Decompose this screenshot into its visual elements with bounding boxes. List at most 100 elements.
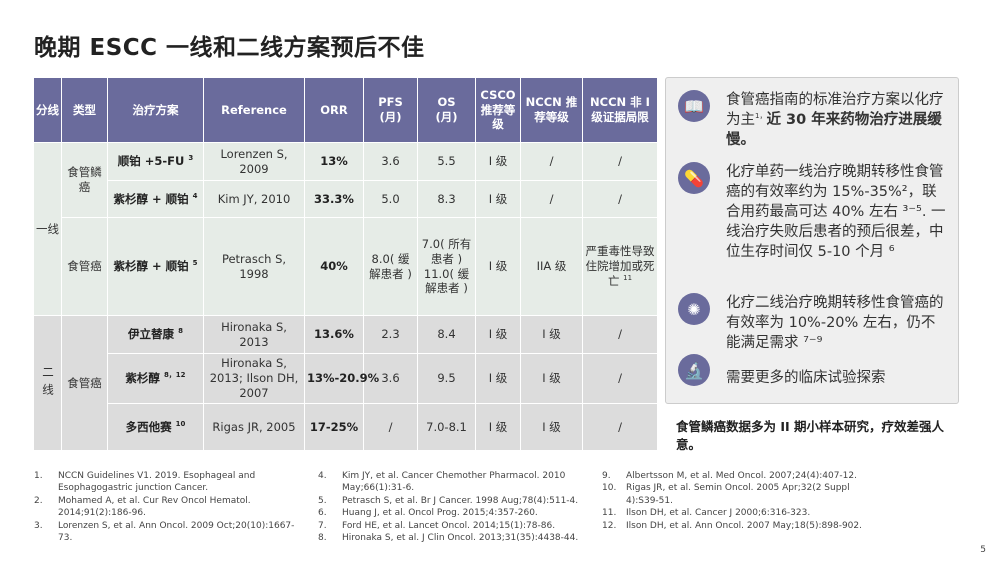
orr-cell: 33.3% [304, 180, 364, 218]
page-number: 5 [980, 545, 986, 555]
summary-text: 化疗二线治疗晚期转移性食管癌的有效率为 10%-20% 左右，仍不能满足需求 ⁷… [726, 295, 944, 351]
summary-item: 🔬 需要更多的临床试验探索 [678, 354, 948, 388]
nccn-cell: IIA 级 [520, 217, 583, 316]
table-row: 一线 食管鳞癌 顺铂 +5-FU 3 Lorenzen S, 2009 13% 3.6 5.… [33, 142, 658, 316]
regimen-name: 伊立替康 [128, 327, 175, 342]
orr-cell: 40% [304, 217, 364, 316]
csco-cell: I 级 [475, 403, 521, 451]
reference-text: Ilson DH, et al. Ann Oncol. 2007 May;18(… [626, 520, 862, 531]
reference-text: Kim JY, et al. Cancer Chemother Pharmaco… [342, 471, 566, 494]
reference-text: NCCN Guidelines V1. 2019. Esophageal and… [58, 471, 256, 494]
reference-number: 9. [602, 471, 611, 481]
regimen-name: 紫杉醇 [125, 371, 160, 386]
reference-text: Albertsson M, et al. Med Oncol. 2007;24(… [626, 471, 857, 481]
os-cell: 9.5 [417, 353, 476, 404]
regimen-cell: 紫杉醇 + 顺铂 4 [107, 180, 204, 218]
summary-text: 化疗单药一线治疗晚期转移性食管癌的有效率约为 15%-35%²，联合用药最高可达… [726, 164, 946, 260]
reference-number: 11. [602, 508, 617, 519]
regimen-name: 紫杉醇 + 顺铂 [113, 191, 189, 206]
header-cell: NCCN 非 I 级证据局限 [582, 77, 658, 143]
limitation-cell: 严重毒性导致住院增加或死亡 11 [582, 217, 658, 316]
limitation-text: 严重毒性导致住院增加或死亡 [585, 244, 655, 288]
citation-sup: 11 [623, 274, 633, 283]
reference-number: 7. [318, 520, 327, 531]
os-cell: 5.5 [417, 142, 476, 181]
reference-text: Hironaka S, et al. J Clin Oncol. 2013;31… [342, 533, 579, 544]
reference-text: Ilson DH, et al. Cancer J 2000;6:316-323… [626, 508, 811, 519]
nccn-cell: / [520, 142, 583, 181]
reference-item: 5. Petrasch S, et al. Br J Cancer. 1998 A… [318, 495, 588, 507]
nccn-cell: I 级 [520, 315, 583, 354]
type-cell: 食管鳞癌 [61, 142, 108, 218]
os-cell: 8.3 [417, 180, 476, 218]
reference-cell: Rigas JR, 2005 [203, 403, 305, 451]
reference-text: Petrasch S, et al. Br J Cancer. 1998 Aug… [342, 495, 579, 506]
summary-item: ✺ 化疗二线治疗晚期转移性食管癌的有效率为 10%-20% 左右，仍不能满足需求… [678, 293, 948, 353]
os-cell: 8.4 [417, 315, 476, 354]
os-cell: 7.0( 所有患者 ) 11.0( 缓解患者 ) [417, 217, 476, 316]
header-cell: ORR [304, 77, 364, 143]
csco-cell: I 级 [475, 217, 521, 316]
table-row: 紫杉醇 + 顺铂 4 Kim JY, 2010 33.3% 5.0 8.3 I 级 / / [34, 180, 658, 218]
reference-text: Lorenzen S, et al. Ann Oncol. 2009 Oct;2… [58, 520, 295, 544]
reference-cell: Hironaka S, 2013; Ilson DH, 2007 [203, 353, 305, 404]
note-text: 食管鳞癌数据多为 II 期小样本研究，疗效差强人意。 [676, 419, 945, 452]
reference-item: 2. Mohamed A, et al. Cur Rev Oncol Hemato… [34, 495, 304, 520]
csco-cell: I 级 [475, 180, 521, 218]
pfs-cell: / [363, 403, 418, 451]
nccn-cell: I 级 [520, 353, 583, 404]
summary-text: 需要更多的临床试验探索 [726, 370, 886, 386]
summary-item: 📖 食管癌指南的标准治疗方案以化疗为主1，近 30 年来药物治疗进展缓慢。 [678, 90, 948, 150]
reference-cell: Lorenzen S, 2009 [203, 142, 305, 181]
pills-icon: 💊 [678, 162, 710, 194]
reference-number: 12. [602, 520, 617, 531]
line-cell: 一线 [33, 142, 62, 316]
reference-cell: Petrasch S, 1998 [203, 217, 305, 316]
regimen-name: 紫杉醇 + 顺铂 [113, 259, 189, 274]
os-cell: 7.0-8.1 [417, 403, 476, 451]
reference-item: 4. Kim JY, et al. Cancer Chemother Pharma… [318, 470, 588, 495]
limitation-cell: / [582, 142, 658, 181]
table-row: 紫杉醇 8，12 Hironaka S, 2013; Ilson DH, 2007… [34, 353, 658, 404]
book-icon: 📖 [678, 90, 710, 122]
limitation-cell: / [582, 403, 658, 451]
reference-item: 11. Ilson DH, et al. Cancer J 2000;6:316-… [602, 507, 872, 519]
regimen-cell: 紫杉醇 + 顺铂 5 [107, 217, 204, 316]
citation-sup: 10 [175, 419, 186, 428]
header-cell: 治疗方案 [107, 77, 204, 143]
reference-item: 10. Rigas JR, et al. Semin Oncol. 2005 Ap… [602, 482, 872, 507]
citation-sup: 3 [188, 154, 194, 163]
regimen-name: 顺铂 +5-FU [117, 154, 185, 169]
reference-item: 3. Lorenzen S, et al. Ann Oncol. 2009 Oct… [34, 520, 304, 545]
reference-text: Mohamed A, et al. Cur Rev Oncol Hematol.… [58, 495, 251, 519]
microscope-icon: 🔬 [678, 354, 710, 386]
header-cell: Reference [203, 77, 305, 143]
limitation-cell: / [582, 315, 658, 354]
limitation-text: / [618, 419, 622, 434]
reference-item: 1. NCCN Guidelines V1. 2019. Esophageal a… [34, 470, 304, 495]
limitation-text: / [618, 371, 622, 386]
reference-item: 7. Ford HE, et al. Lancet Oncol. 2014;15(… [318, 520, 588, 532]
pfs-cell: 2.3 [363, 315, 418, 354]
page-title: 晚期 ESCC 一线和二线方案预后不佳 [34, 35, 425, 61]
table-header: 分线 类型 治疗方案 Reference ORR PFS (月) OS (月) … [33, 77, 658, 143]
csco-cell: I 级 [475, 353, 521, 404]
reference-number: 3. [34, 520, 43, 531]
header-cell: NCCN 推荐等级 [520, 77, 583, 143]
reference-item: 9. Albertsson M, et al. Med Oncol. 2007;2… [602, 470, 872, 482]
reference-item: 6. Huang J, et al. Oncol Prog. 2015;4:357… [318, 507, 588, 519]
reference-number: 2. [34, 495, 43, 506]
pfs-cell: 5.0 [363, 180, 418, 218]
summary-text: 食管癌指南的标准治疗方案以化疗为主 [726, 92, 944, 128]
table-row: 二线 食管癌 伊立替康 8 Hironaka S, 2013 13.6% 2.3 8.4 I … [33, 315, 658, 451]
csco-cell: I 级 [475, 315, 521, 354]
orr-cell: 13.6% [304, 315, 364, 354]
citation-sup: 4 [192, 191, 198, 200]
reference-cell: Kim JY, 2010 [203, 180, 305, 218]
superscript: 1， [755, 112, 767, 121]
limitation-text: / [618, 191, 622, 206]
limitation-cell: / [582, 180, 658, 218]
regimen-name: 多西他赛 [125, 419, 172, 434]
summary-item: 💊 化疗单药一线治疗晚期转移性食管癌的有效率约为 15%-35%²，联合用药最高… [678, 162, 948, 262]
